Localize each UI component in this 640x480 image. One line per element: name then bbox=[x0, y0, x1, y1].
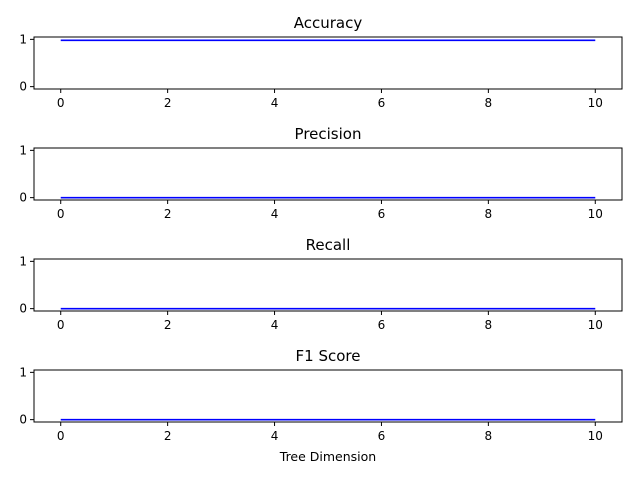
y-tick-label: 1 bbox=[19, 143, 27, 157]
y-tick-label: 1 bbox=[19, 32, 27, 46]
x-tick-label: 6 bbox=[378, 207, 386, 221]
panel-title: Recall bbox=[306, 236, 351, 254]
y-tick-label: 0 bbox=[19, 191, 27, 205]
x-tick-label: 10 bbox=[588, 207, 603, 221]
axes-frame bbox=[33, 36, 623, 90]
x-tick-label: 10 bbox=[588, 429, 603, 443]
axes-frame bbox=[33, 147, 623, 201]
axes-frame bbox=[33, 369, 623, 423]
x-tick-label: 4 bbox=[271, 318, 279, 332]
panel-title: Accuracy bbox=[294, 14, 363, 32]
x-tick-label: 6 bbox=[378, 318, 386, 332]
axes-frame bbox=[33, 258, 623, 312]
x-tick-label: 4 bbox=[271, 207, 279, 221]
x-tick-label: 8 bbox=[485, 318, 493, 332]
x-tick-label: 2 bbox=[164, 207, 172, 221]
x-tick-label: 10 bbox=[588, 318, 603, 332]
x-tick-label: 0 bbox=[57, 318, 65, 332]
x-tick-label: 2 bbox=[164, 96, 172, 110]
x-axis-label: Tree Dimension bbox=[279, 449, 376, 464]
x-tick-label: 4 bbox=[271, 96, 279, 110]
x-tick-label: 4 bbox=[271, 429, 279, 443]
x-tick-label: 0 bbox=[57, 207, 65, 221]
y-tick-label: 1 bbox=[19, 365, 27, 379]
y-tick-label: 0 bbox=[19, 413, 27, 427]
x-tick-label: 8 bbox=[485, 429, 493, 443]
panel-title: Precision bbox=[295, 125, 362, 143]
x-tick-label: 8 bbox=[485, 96, 493, 110]
x-tick-label: 10 bbox=[588, 96, 603, 110]
x-tick-label: 8 bbox=[485, 207, 493, 221]
x-tick-label: 0 bbox=[57, 429, 65, 443]
y-tick-label: 0 bbox=[19, 302, 27, 316]
y-tick-label: 1 bbox=[19, 254, 27, 268]
y-tick-label: 0 bbox=[19, 80, 27, 94]
x-tick-label: 6 bbox=[378, 429, 386, 443]
x-tick-label: 0 bbox=[57, 96, 65, 110]
x-tick-label: 2 bbox=[164, 429, 172, 443]
x-tick-label: 6 bbox=[378, 96, 386, 110]
panel-title: F1 Score bbox=[296, 347, 361, 365]
x-tick-label: 2 bbox=[164, 318, 172, 332]
